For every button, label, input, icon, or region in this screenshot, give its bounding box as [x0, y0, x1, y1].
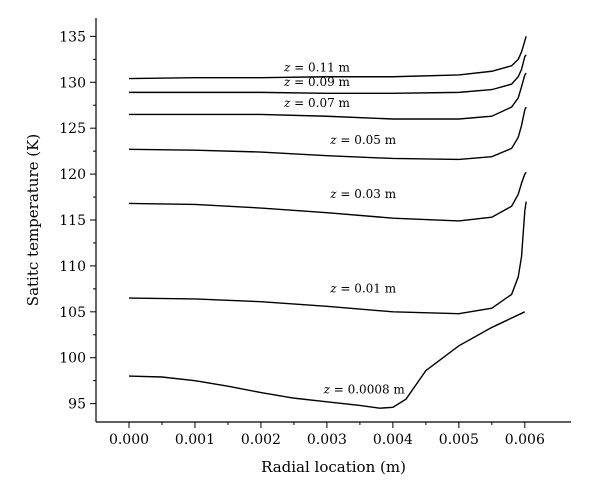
y-ticks: 95 100 105 110 115 120 125 130 135	[59, 29, 96, 413]
y-tick-label: 100	[59, 351, 86, 367]
y-tick-label: 135	[59, 29, 86, 45]
series-label-symbol: z	[283, 60, 291, 74]
series-label-symbol: z	[323, 383, 331, 397]
series-label-value: = 0.05 m	[337, 133, 397, 147]
x-tick-label: 0.003	[307, 432, 347, 448]
y-tick-label: 120	[59, 167, 86, 183]
series-label-value: = 0.11 m	[290, 60, 350, 74]
x-tick-label: 0.005	[439, 432, 479, 448]
x-ticks: 0.000 0.001 0.002 0.003 0.004 0.005 0.006	[109, 422, 545, 448]
series-label-6: z = 0.0008 m	[323, 383, 406, 397]
series-line-5	[128, 201, 527, 315]
y-tick-label: 130	[59, 75, 86, 91]
y-tick-label: 115	[59, 213, 86, 229]
y-axis-title: Satitc temperature (K)	[24, 134, 42, 306]
series-label-3: z = 0.05 m	[329, 133, 397, 147]
series-label-4: z = 0.03 m	[329, 187, 397, 201]
series-label-symbol: z	[283, 96, 291, 110]
y-tick-label: 110	[59, 259, 86, 275]
series-label-symbol: z	[283, 75, 291, 89]
series-layer: z = 0.11 mz = 0.09 mz = 0.07 mz = 0.05 m…	[128, 36, 527, 409]
series-line-0	[128, 36, 527, 80]
x-tick-label: 0.000	[109, 432, 149, 448]
x-tick-label: 0.002	[241, 432, 281, 448]
series-line-1	[128, 54, 527, 94]
series-line-4	[128, 171, 527, 222]
x-tick-label: 0.001	[175, 432, 215, 448]
x-tick-label: 0.006	[505, 432, 545, 448]
series-label-0: z = 0.11 m	[283, 60, 351, 74]
series-line-2	[128, 72, 527, 120]
x-axis-title: Radial location (m)	[261, 458, 406, 476]
series-line-6	[128, 311, 526, 409]
series-label-symbol: z	[329, 282, 337, 296]
series-label-value: = 0.01 m	[337, 282, 397, 296]
y-tick-label: 105	[59, 305, 86, 321]
series-label-symbol: z	[329, 133, 337, 147]
x-tick-label: 0.004	[373, 432, 413, 448]
series-label-5: z = 0.01 m	[329, 282, 397, 296]
series-label-value: = 0.07 m	[290, 96, 350, 110]
y-tick-label: 125	[59, 121, 86, 137]
series-label-value: = 0.09 m	[290, 75, 350, 89]
series-label-symbol: z	[329, 187, 337, 201]
y-tick-label: 95	[68, 397, 86, 413]
series-label-value: = 0.0008 m	[330, 383, 405, 397]
series-label-1: z = 0.09 m	[283, 75, 351, 89]
series-label-2: z = 0.07 m	[283, 96, 351, 110]
series-line-3	[128, 106, 527, 161]
series-label-value: = 0.03 m	[337, 187, 397, 201]
